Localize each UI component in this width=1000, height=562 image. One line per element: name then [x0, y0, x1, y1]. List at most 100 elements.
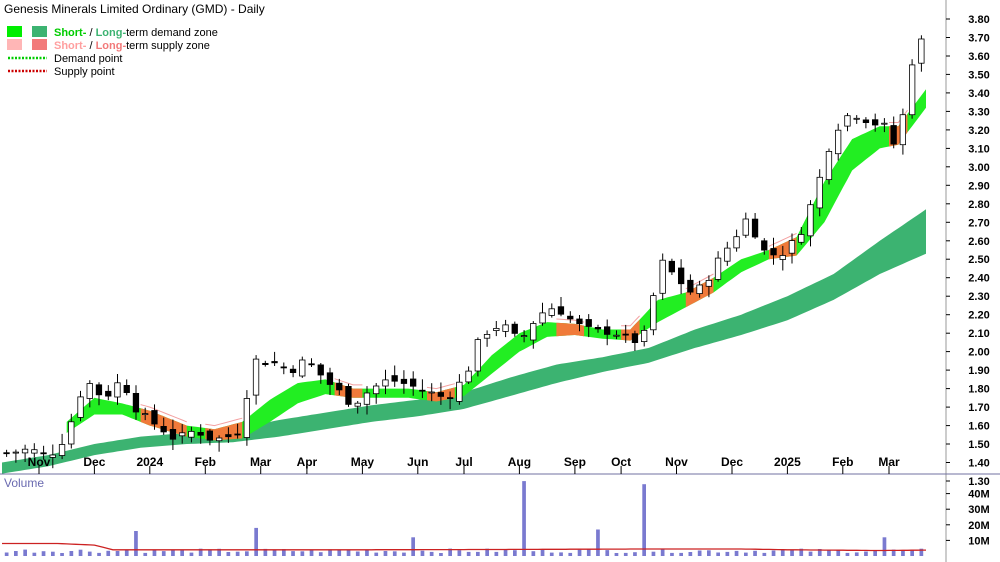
volume-bar [513, 550, 517, 556]
candle [548, 303, 555, 318]
candle [409, 371, 417, 396]
volume-bar [679, 552, 683, 556]
volume-bar [485, 548, 489, 556]
candle [530, 321, 537, 349]
candle [49, 444, 56, 469]
price-tick-label: 1.30 [968, 476, 989, 488]
candle [141, 407, 149, 421]
legend-item-demand_point: Demand point [8, 53, 123, 65]
candle [678, 259, 685, 295]
candle [40, 445, 47, 460]
candle [687, 274, 694, 295]
volume-tick-label: 10M [968, 535, 989, 547]
month-tick-label: Feb [832, 455, 853, 469]
candle [779, 245, 786, 271]
volume-tick-label: 40M [968, 489, 989, 501]
legend-swatch [7, 26, 22, 37]
volume-bar [910, 549, 914, 556]
candle [724, 241, 731, 266]
price-tick-label: 3.70 [968, 33, 989, 45]
volume-bar [161, 551, 166, 556]
volume-bar [817, 549, 822, 556]
candle [197, 424, 204, 444]
volume-bar [309, 549, 314, 556]
price-tick-label: 3.50 [968, 69, 989, 81]
volume-bar [124, 550, 129, 556]
supply-zone-segment-1 [205, 421, 243, 441]
legend-label: Demand point [54, 53, 123, 65]
price-tick-label: 3.30 [968, 106, 989, 118]
candle [650, 292, 657, 336]
candle [483, 330, 491, 347]
short-term-demand-zone [66, 89, 926, 441]
volume-bar [51, 551, 55, 556]
legend-label: Short- / Long-term demand zone [54, 27, 218, 39]
volume-bar [383, 551, 388, 556]
volume-bar [171, 549, 175, 556]
volume-bar [429, 551, 434, 556]
volume-bar [503, 549, 508, 556]
price-tick-label: 2.30 [968, 291, 989, 303]
candle [299, 356, 306, 378]
candle [604, 319, 611, 346]
month-tick-label: Sep [564, 455, 586, 469]
candle [862, 117, 870, 129]
month-tick-label: Nov [665, 455, 688, 469]
legend-item-supply_zone: Short- / Long-term supply zone [7, 39, 210, 52]
candle [308, 358, 315, 367]
candle [372, 383, 380, 404]
candle [428, 383, 435, 402]
volume-bar [734, 550, 739, 556]
price-tick-label: 2.60 [968, 236, 989, 248]
price-tick-label: 2.70 [968, 217, 989, 229]
candle [511, 321, 518, 337]
volume-bar [901, 550, 905, 556]
candle [835, 123, 842, 161]
candle [770, 237, 777, 265]
volume-bar [614, 553, 619, 556]
volume-bar [744, 552, 748, 556]
volume-bar [226, 552, 231, 556]
volume-bar [725, 551, 730, 556]
volume-bar [439, 553, 443, 556]
month-tick-label: Aug [508, 455, 531, 469]
volume-bar [577, 549, 582, 556]
candle [77, 390, 84, 422]
candle [437, 382, 445, 405]
candle [742, 212, 749, 238]
price-tick-label: 2.50 [968, 254, 989, 266]
candle [696, 280, 703, 298]
volume-bar [189, 552, 194, 556]
price-tick-label: 3.40 [968, 88, 989, 100]
volume-bar [891, 549, 896, 556]
candle [151, 404, 158, 430]
month-tick-label: 2024 [136, 455, 163, 469]
volume-bar [337, 550, 342, 556]
candle [391, 365, 398, 387]
candle [659, 253, 666, 300]
volume-bar [549, 552, 554, 556]
price-tick-label: 1.60 [968, 421, 989, 433]
candle [798, 227, 805, 245]
volume-bar [864, 551, 868, 556]
candle [761, 238, 768, 255]
volume-bar [115, 551, 120, 556]
candle [252, 355, 260, 405]
volume-bar [919, 548, 924, 556]
volume-bar [586, 549, 591, 556]
price-tick-label: 1.50 [968, 439, 989, 451]
price-tick-label: 3.20 [968, 125, 989, 137]
supply-line-8 [889, 109, 908, 123]
candle [31, 443, 38, 458]
month-tick-label: Apr [297, 455, 318, 469]
candle [12, 449, 20, 463]
volume-bar [300, 551, 305, 556]
volume-bar [291, 551, 295, 556]
supply-line-5 [621, 315, 640, 327]
volume-bar [106, 550, 111, 556]
supply-zone-segment-4 [556, 322, 585, 337]
candle [68, 413, 75, 449]
price-tick-label: 1.80 [968, 384, 989, 396]
